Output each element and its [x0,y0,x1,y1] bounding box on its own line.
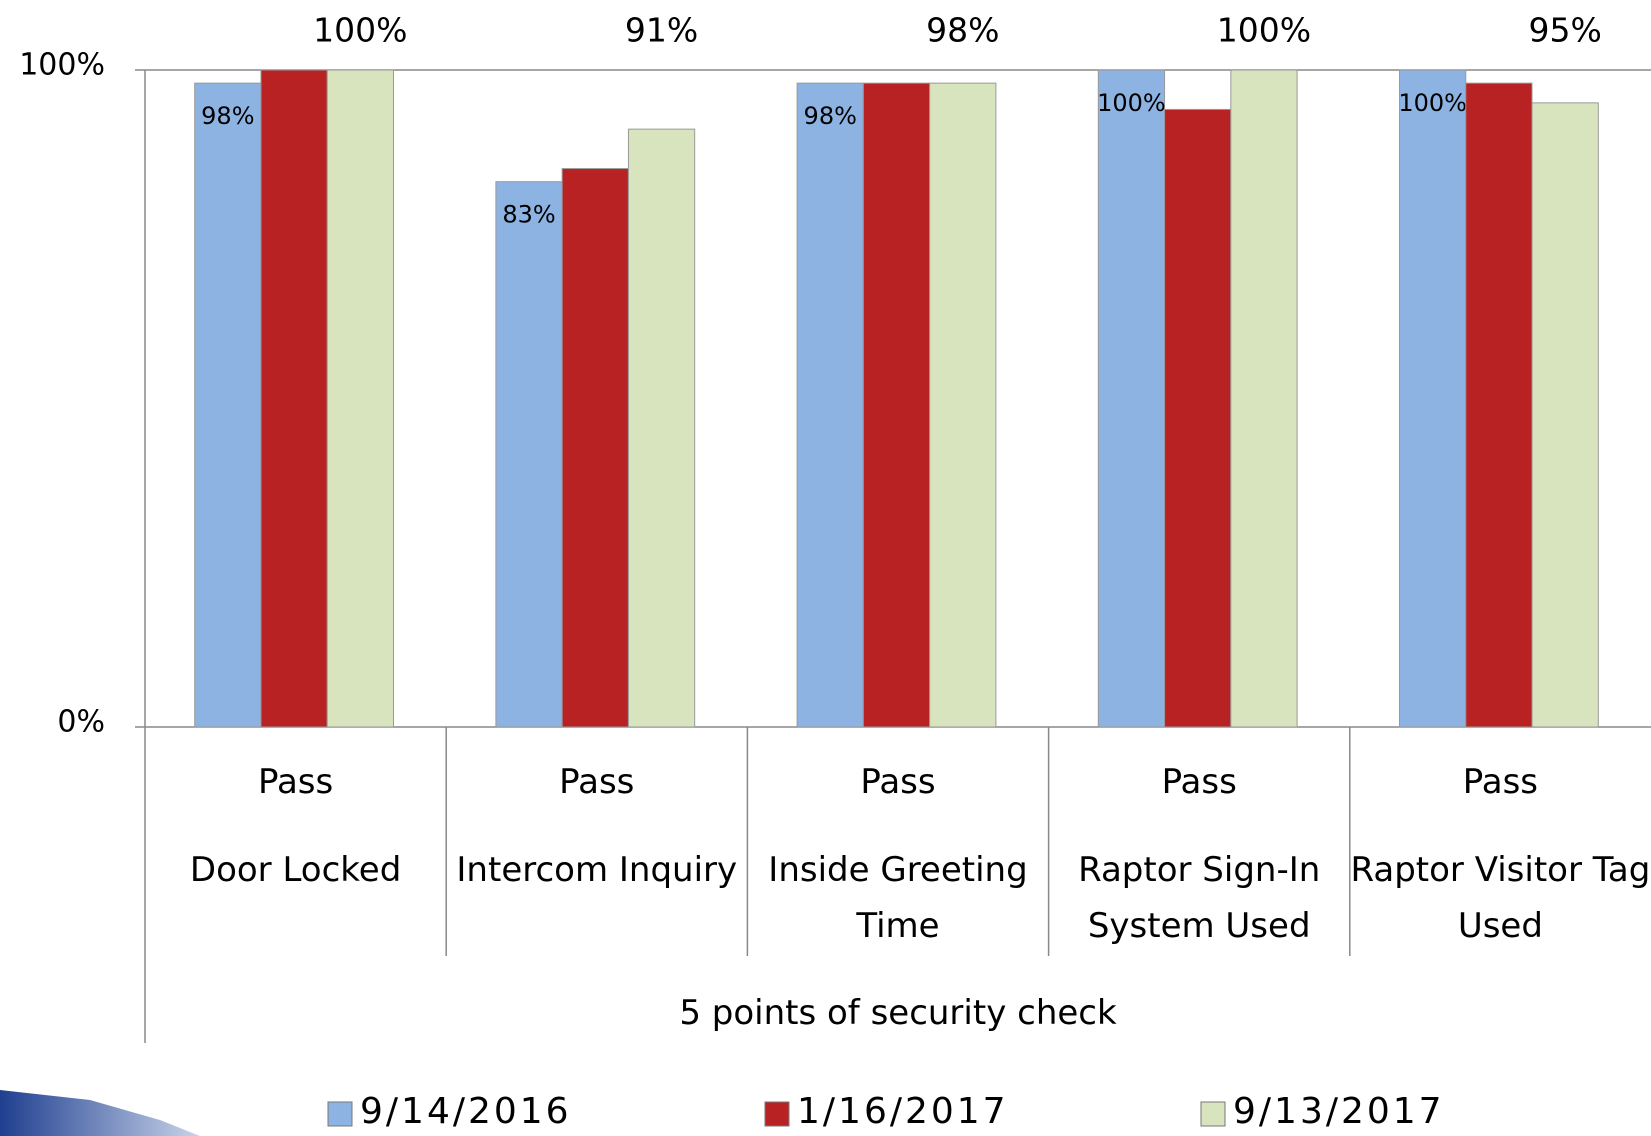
value-label: 100% [1097,89,1166,117]
bar [1230,69,1298,728]
value-label: 100% [313,11,407,50]
x-tick-label: Inside Greeting Time [768,850,1028,946]
bar [194,82,262,728]
bar [561,168,629,728]
value-label: 98% [804,102,857,130]
value-label: 83% [502,201,555,229]
x-tick-label: Raptor Sign-In System Used [1078,850,1321,946]
legend-label: 9/14/2016 [360,1091,572,1132]
value-label: 91% [625,11,698,50]
legend-label: 9/13/2017 [1233,1091,1445,1132]
bar [495,181,563,728]
group-label: Pass [257,762,334,802]
bar [1531,102,1599,728]
bar [796,82,864,728]
group-label: Pass [1462,762,1539,802]
x-tick-label: Raptor Visitor Tag Used [1350,850,1651,946]
group-label: Pass [559,762,635,802]
decoration [0,1090,200,1136]
value-label: 98% [926,11,999,50]
bar [1398,69,1467,728]
legend-swatch [1200,1101,1226,1127]
value-label: 100% [1398,89,1467,117]
bar [862,82,931,728]
group-label: Pass [860,762,936,802]
bar [326,69,394,728]
bar [260,69,328,728]
value-label: 95% [1528,11,1601,50]
group-label: Pass [1161,762,1237,802]
x-tick-label: Intercom Inquiry [456,850,738,890]
bar [1465,82,1533,728]
bar [1097,69,1166,728]
value-label: 98% [201,102,254,130]
legend-label: 1/16/2017 [797,1091,1009,1132]
legend-swatch [327,1101,353,1127]
bar [929,82,997,728]
bar [1164,108,1232,728]
x-tick-label: Door Locked [189,850,402,890]
y-tick-label: 100% [19,48,105,83]
legend-swatch [764,1101,790,1127]
bar [627,128,696,728]
value-label: 100% [1217,11,1311,50]
x-axis-label: 5 points of security check [679,993,1117,1033]
y-tick-label: 0% [57,705,105,740]
